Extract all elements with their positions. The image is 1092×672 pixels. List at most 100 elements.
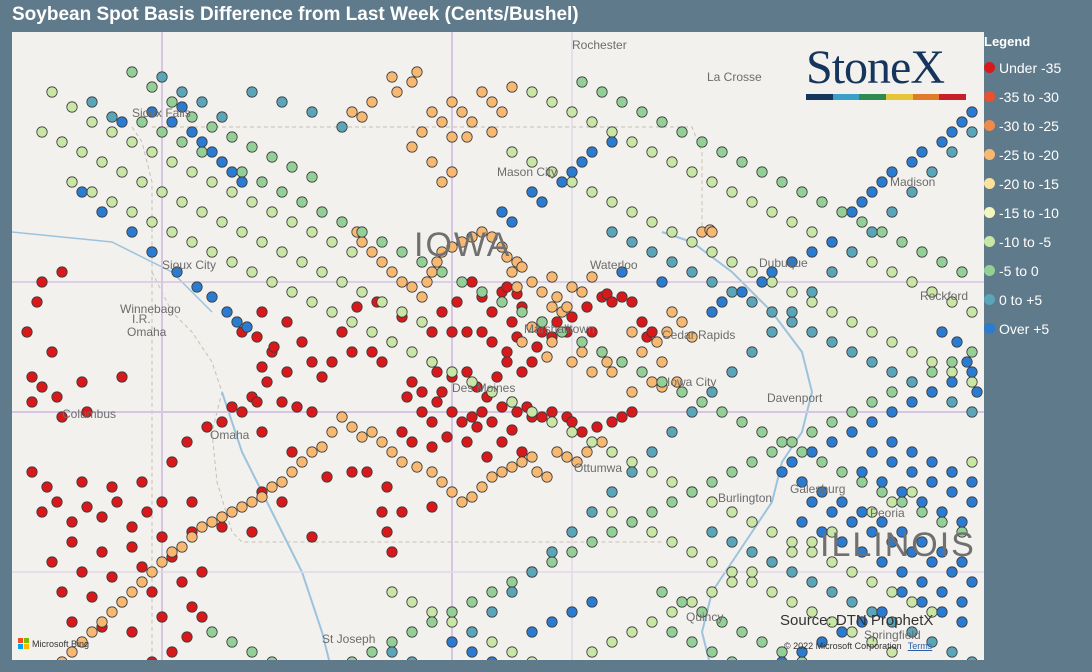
map-point[interactable] (886, 266, 898, 278)
map-point[interactable] (896, 586, 908, 598)
map-point[interactable] (856, 616, 868, 628)
map-point[interactable] (486, 606, 498, 618)
map-point[interactable] (816, 526, 828, 538)
map-point[interactable] (906, 396, 918, 408)
map-point[interactable] (426, 606, 438, 618)
map-point[interactable] (136, 576, 148, 588)
map-point[interactable] (966, 346, 978, 358)
map-point[interactable] (466, 646, 478, 658)
map-point[interactable] (356, 236, 368, 248)
map-point[interactable] (666, 626, 678, 638)
map-point[interactable] (606, 226, 618, 238)
map-point[interactable] (416, 291, 428, 303)
map-point[interactable] (916, 576, 928, 588)
map-point[interactable] (601, 356, 613, 368)
map-point[interactable] (46, 346, 58, 358)
map-point[interactable] (586, 366, 598, 378)
map-point[interactable] (856, 506, 868, 518)
map-point[interactable] (576, 286, 588, 298)
map-point[interactable] (866, 186, 878, 198)
map-point[interactable] (526, 276, 538, 288)
map-point[interactable] (236, 406, 248, 418)
map-point[interactable] (466, 116, 478, 128)
map-point[interactable] (276, 246, 288, 258)
map-point[interactable] (206, 146, 218, 158)
map-point[interactable] (531, 341, 543, 353)
map-point[interactable] (241, 321, 253, 333)
map-point[interactable] (76, 476, 88, 488)
terms-link[interactable]: Terms (907, 641, 933, 651)
map-point[interactable] (506, 146, 518, 158)
legend-item[interactable]: -10 to -5 (984, 227, 1092, 256)
map-point[interactable] (946, 466, 958, 478)
map-point[interactable] (346, 246, 358, 258)
map-point[interactable] (856, 466, 868, 478)
map-point[interactable] (906, 626, 918, 638)
map-point[interactable] (806, 426, 818, 438)
map-point[interactable] (406, 76, 418, 88)
map-point[interactable] (126, 226, 138, 238)
map-point[interactable] (506, 216, 518, 228)
map-point[interactable] (506, 266, 518, 278)
map-point[interactable] (566, 546, 578, 558)
map-point[interactable] (586, 326, 598, 338)
map-point[interactable] (806, 326, 818, 338)
map-point[interactable] (786, 216, 798, 228)
map-point[interactable] (646, 216, 658, 228)
map-point[interactable] (726, 366, 738, 378)
map-point[interactable] (926, 456, 938, 468)
map-point[interactable] (496, 206, 508, 218)
map-point[interactable] (446, 406, 458, 418)
map-point[interactable] (291, 401, 303, 413)
map-point[interactable] (596, 436, 608, 448)
map-point[interactable] (106, 196, 118, 208)
map-point[interactable] (396, 426, 408, 438)
map-point[interactable] (206, 121, 218, 133)
map-point[interactable] (406, 281, 418, 293)
map-point[interactable] (846, 596, 858, 608)
map-point[interactable] (496, 401, 508, 413)
map-point[interactable] (866, 416, 878, 428)
map-point[interactable] (376, 236, 388, 248)
map-point[interactable] (466, 491, 478, 503)
map-point[interactable] (506, 576, 518, 588)
map-point[interactable] (386, 636, 398, 648)
map-point[interactable] (206, 176, 218, 188)
map-point[interactable] (551, 291, 563, 303)
map-point[interactable] (536, 286, 548, 298)
map-point[interactable] (906, 596, 918, 608)
map-point[interactable] (276, 186, 288, 198)
map-point[interactable] (496, 296, 508, 308)
map-point[interactable] (946, 366, 958, 378)
map-point[interactable] (606, 126, 618, 138)
map-point[interactable] (406, 596, 418, 608)
map-point[interactable] (876, 176, 888, 188)
map-point[interactable] (576, 156, 588, 168)
map-point[interactable] (406, 346, 418, 358)
map-point[interactable] (546, 556, 558, 568)
map-point[interactable] (926, 166, 938, 178)
map-point[interactable] (441, 431, 453, 443)
map-point[interactable] (316, 206, 328, 218)
map-point[interactable] (416, 256, 428, 268)
map-point[interactable] (406, 376, 418, 388)
map-point[interactable] (321, 471, 333, 483)
map-point[interactable] (726, 566, 738, 578)
map-point[interactable] (936, 606, 948, 618)
map-point[interactable] (956, 266, 968, 278)
map-point[interactable] (166, 546, 178, 558)
map-point[interactable] (176, 196, 188, 208)
map-point[interactable] (156, 556, 168, 568)
map-point[interactable] (486, 636, 498, 648)
map-point[interactable] (326, 356, 338, 368)
map-point[interactable] (36, 381, 48, 393)
legend-item[interactable]: -15 to -10 (984, 198, 1092, 227)
map-point[interactable] (306, 296, 318, 308)
map-point[interactable] (496, 466, 508, 478)
map-point[interactable] (496, 436, 508, 448)
map-point[interactable] (111, 496, 123, 508)
map-point[interactable] (136, 116, 148, 128)
map-point[interactable] (286, 446, 298, 458)
map-point[interactable] (656, 376, 668, 388)
map-point[interactable] (746, 456, 758, 468)
